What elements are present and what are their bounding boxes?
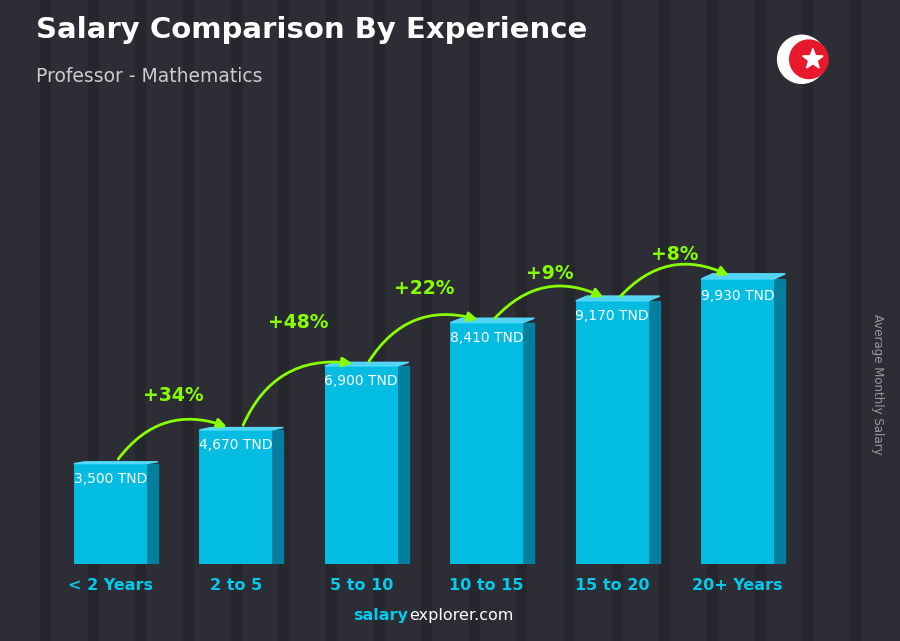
Text: 9,170 TND: 9,170 TND bbox=[575, 310, 649, 323]
Polygon shape bbox=[649, 301, 660, 564]
Polygon shape bbox=[398, 366, 409, 564]
Polygon shape bbox=[272, 430, 284, 564]
Bar bbox=[74, 463, 147, 564]
Bar bbox=[701, 279, 774, 564]
Text: +34%: +34% bbox=[143, 386, 203, 405]
Text: Professor - Mathematics: Professor - Mathematics bbox=[36, 67, 263, 87]
Polygon shape bbox=[701, 274, 786, 279]
Polygon shape bbox=[147, 463, 158, 564]
Bar bbox=[199, 430, 272, 564]
Circle shape bbox=[789, 40, 828, 79]
Bar bbox=[450, 322, 523, 564]
Bar bbox=[576, 301, 649, 564]
Text: 9,930 TND: 9,930 TND bbox=[701, 288, 775, 303]
Text: 3,500 TND: 3,500 TND bbox=[74, 472, 147, 486]
Text: Average Monthly Salary: Average Monthly Salary bbox=[871, 314, 884, 455]
Text: Salary Comparison By Experience: Salary Comparison By Experience bbox=[36, 16, 587, 44]
Text: +8%: +8% bbox=[652, 245, 698, 264]
Text: 8,410 TND: 8,410 TND bbox=[450, 331, 524, 345]
Bar bbox=[325, 366, 398, 564]
Text: +48%: +48% bbox=[268, 313, 328, 333]
Circle shape bbox=[778, 35, 825, 83]
Text: +22%: +22% bbox=[393, 279, 454, 297]
Text: +9%: +9% bbox=[526, 264, 573, 283]
Text: explorer.com: explorer.com bbox=[410, 608, 514, 623]
Polygon shape bbox=[450, 318, 535, 322]
Polygon shape bbox=[74, 462, 158, 463]
Text: 4,670 TND: 4,670 TND bbox=[199, 438, 273, 452]
Polygon shape bbox=[576, 296, 660, 301]
Polygon shape bbox=[325, 362, 409, 366]
Polygon shape bbox=[774, 279, 786, 564]
Polygon shape bbox=[523, 322, 535, 564]
Polygon shape bbox=[199, 428, 284, 430]
Polygon shape bbox=[803, 49, 824, 68]
Text: 6,900 TND: 6,900 TND bbox=[324, 374, 398, 388]
Text: salary: salary bbox=[353, 608, 408, 623]
